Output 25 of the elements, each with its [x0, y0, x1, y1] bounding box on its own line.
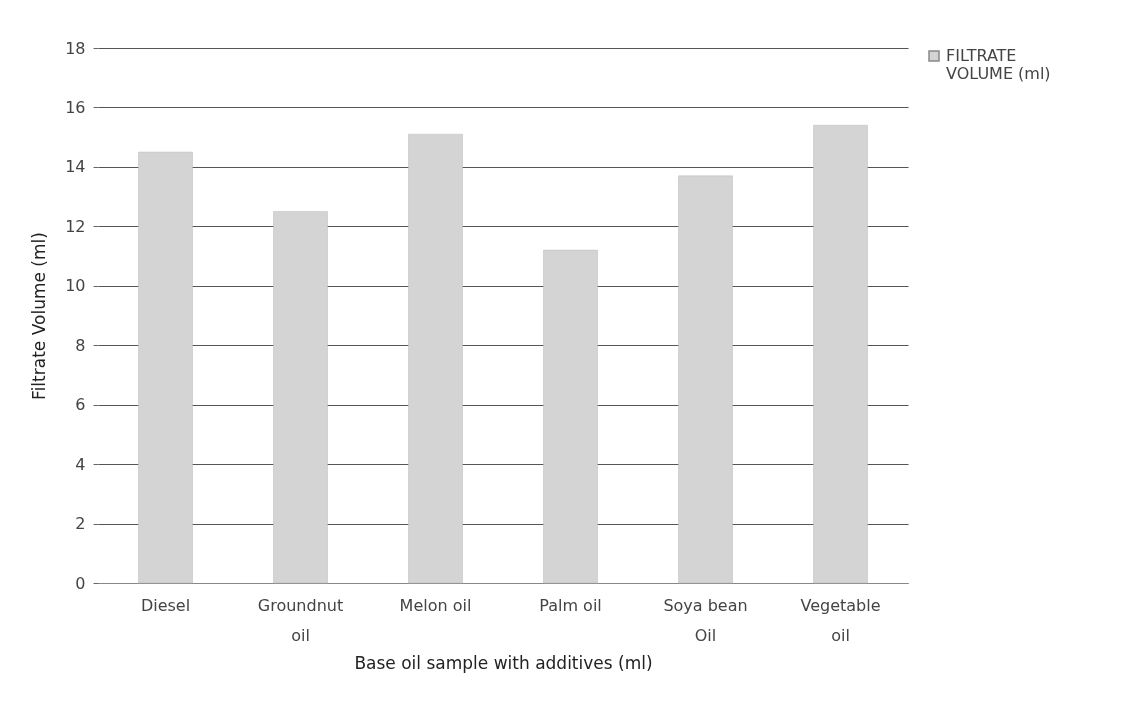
- bar: [408, 133, 463, 584]
- x-tick-label: Soya bean Oil: [663, 595, 748, 645]
- y-tick-label: 6: [75, 395, 86, 415]
- bar: [138, 151, 193, 584]
- x-axis-title: Base oil sample with additives (ml): [354, 652, 653, 673]
- y-tick-label: 8: [75, 335, 86, 355]
- bar: [678, 175, 733, 584]
- bar: [273, 211, 328, 584]
- y-tick-label: 4: [75, 454, 86, 474]
- x-tick-label: Vegetable oil: [800, 595, 881, 645]
- y-tick-label: 18: [65, 38, 86, 58]
- x-tick-label: Groundnut oil: [257, 595, 344, 645]
- x-tick-label: Melon oil: [399, 595, 472, 615]
- x-tick-label: Palm oil: [539, 595, 602, 615]
- y-tick-label: 14: [65, 157, 86, 177]
- legend-label: FILTRATE VOLUME (ml): [946, 46, 1051, 83]
- y-axis-title: Filtrate Volume (ml): [29, 232, 50, 400]
- y-tick-label: 0: [75, 573, 86, 593]
- y-tick-label: 12: [65, 216, 86, 236]
- bar: [543, 249, 598, 584]
- x-tick-label: Diesel: [140, 595, 191, 615]
- bar: [813, 125, 868, 584]
- y-tick-label: 2: [75, 514, 86, 534]
- y-tick-label: 10: [65, 276, 86, 296]
- y-tick-label: 16: [65, 97, 86, 117]
